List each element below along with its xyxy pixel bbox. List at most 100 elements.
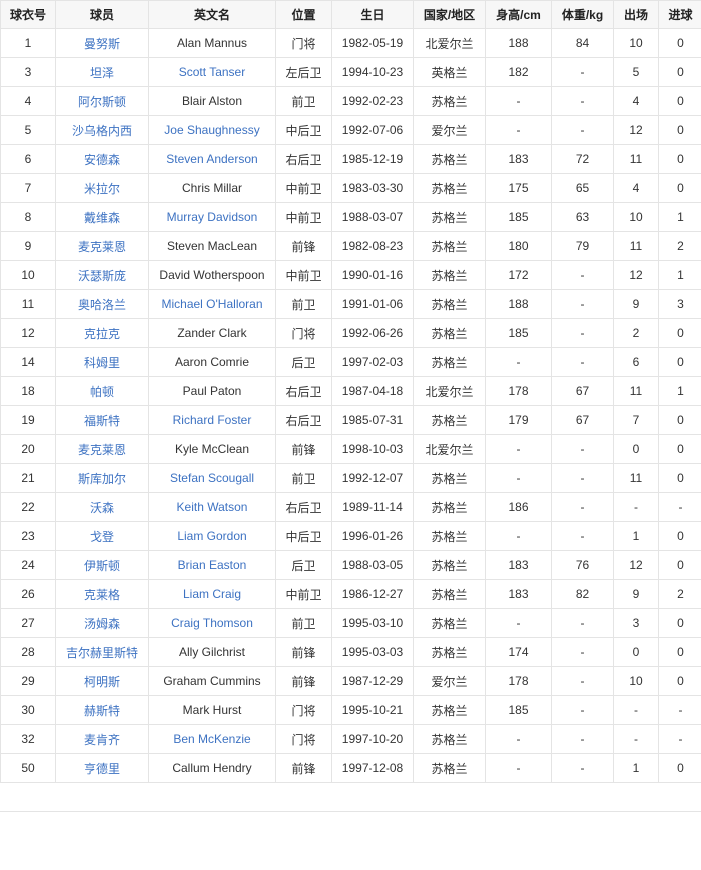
cell-english-name[interactable]: Scott Tanser xyxy=(148,57,276,87)
cell-player[interactable]: 戴维森 xyxy=(55,202,149,232)
cell-player[interactable]: 麦克莱恩 xyxy=(55,231,149,261)
cell-english-name[interactable]: Ben McKenzie xyxy=(148,724,276,754)
cell-weight: - xyxy=(551,724,614,754)
cell-height: 182 xyxy=(485,57,552,87)
cell-goals: 0 xyxy=(658,463,701,493)
cell-birthday: 1994-10-23 xyxy=(331,57,414,87)
cell-country: 苏格兰 xyxy=(413,347,486,377)
cell-player[interactable]: 帕顿 xyxy=(55,376,149,406)
cell-position: 中前卫 xyxy=(275,202,332,232)
cell-weight: - xyxy=(551,289,614,319)
cell-english-name[interactable]: Keith Watson xyxy=(148,492,276,522)
cell-appearances: 11 xyxy=(613,376,659,406)
cell-number: 20 xyxy=(0,434,56,464)
table-row: 26 克莱格 Liam Craig 中前卫 1986-12-27 苏格兰 183 82 9 2 xyxy=(0,579,701,609)
cell-english-name[interactable]: Steven Anderson xyxy=(148,144,276,174)
cell-number: 7 xyxy=(0,173,56,203)
table-row: 9 麦克莱恩 Steven MacLean 前锋 1982-08-23 苏格兰 180 79 1… xyxy=(0,231,701,261)
cell-player[interactable]: 克莱格 xyxy=(55,579,149,609)
cell-english-name[interactable]: Brian Easton xyxy=(148,550,276,580)
column-header-birthday: 生日 xyxy=(331,0,414,29)
cell-country: 苏格兰 xyxy=(413,144,486,174)
cell-birthday: 1997-10-20 xyxy=(331,724,414,754)
squad-table: 球衣号 球员 英文名 位置 生日 国家/地区 身高/cm 体重/kg 出场 进球 1 曼努斯 Alan… xyxy=(0,0,701,783)
cell-goals: 1 xyxy=(658,376,701,406)
cell-player[interactable]: 沃森 xyxy=(55,492,149,522)
cell-player[interactable]: 科姆里 xyxy=(55,347,149,377)
cell-player[interactable]: 赫斯特 xyxy=(55,695,149,725)
cell-appearances: 9 xyxy=(613,579,659,609)
cell-country: 苏格兰 xyxy=(413,550,486,580)
cell-number: 4 xyxy=(0,86,56,116)
cell-birthday: 1997-12-08 xyxy=(331,753,414,783)
cell-country: 苏格兰 xyxy=(413,231,486,261)
cell-goals: - xyxy=(658,695,701,725)
cell-english-name[interactable]: Stefan Scougall xyxy=(148,463,276,493)
cell-player[interactable]: 奥哈洛兰 xyxy=(55,289,149,319)
cell-position: 右后卫 xyxy=(275,405,332,435)
cell-goals: 0 xyxy=(658,405,701,435)
cell-english-name[interactable]: Richard Foster xyxy=(148,405,276,435)
cell-player[interactable]: 沙乌格内西 xyxy=(55,115,149,145)
cell-player[interactable]: 克拉克 xyxy=(55,318,149,348)
cell-weight: 63 xyxy=(551,202,614,232)
cell-country: 苏格兰 xyxy=(413,173,486,203)
cell-height: - xyxy=(485,86,552,116)
cell-height: - xyxy=(485,724,552,754)
cell-height: 188 xyxy=(485,289,552,319)
cell-english-name: Blair Alston xyxy=(148,86,276,116)
cell-english-name[interactable]: Craig Thomson xyxy=(148,608,276,638)
cell-height: 186 xyxy=(485,492,552,522)
cell-player[interactable]: 汤姆森 xyxy=(55,608,149,638)
cell-birthday: 1985-12-19 xyxy=(331,144,414,174)
cell-player[interactable]: 麦肯齐 xyxy=(55,724,149,754)
cell-english-name[interactable]: Murray Davidson xyxy=(148,202,276,232)
cell-weight: 84 xyxy=(551,28,614,58)
cell-position: 门将 xyxy=(275,695,332,725)
cell-player[interactable]: 阿尔斯顿 xyxy=(55,86,149,116)
cell-player[interactable]: 安德森 xyxy=(55,144,149,174)
cell-position: 左后卫 xyxy=(275,57,332,87)
cell-english-name[interactable]: Liam Gordon xyxy=(148,521,276,551)
cell-player[interactable]: 柯明斯 xyxy=(55,666,149,696)
cell-english-name[interactable]: Liam Craig xyxy=(148,579,276,609)
cell-player[interactable]: 福斯特 xyxy=(55,405,149,435)
cell-player[interactable]: 戈登 xyxy=(55,521,149,551)
cell-weight: - xyxy=(551,115,614,145)
cell-player[interactable]: 曼努斯 xyxy=(55,28,149,58)
cell-number: 5 xyxy=(0,115,56,145)
cell-player[interactable]: 伊斯顿 xyxy=(55,550,149,580)
cell-number: 9 xyxy=(0,231,56,261)
cell-position: 门将 xyxy=(275,318,332,348)
cell-english-name: David Wotherspoon xyxy=(148,260,276,290)
cell-english-name: Paul Paton xyxy=(148,376,276,406)
cell-birthday: 1989-11-14 xyxy=(331,492,414,522)
cell-player[interactable]: 坦泽 xyxy=(55,57,149,87)
cell-height: 172 xyxy=(485,260,552,290)
cell-player[interactable]: 麦克莱恩 xyxy=(55,434,149,464)
cell-birthday: 1985-07-31 xyxy=(331,405,414,435)
column-header-goals: 进球 xyxy=(658,0,701,29)
cell-appearances: 2 xyxy=(613,318,659,348)
table-row: 7 米拉尔 Chris Millar 中前卫 1983-03-30 苏格兰 175 65 4 0 xyxy=(0,173,701,203)
table-row: 29 柯明斯 Graham Cummins 前锋 1987-12-29 爱尔兰 178-10… xyxy=(0,666,701,696)
table-row: 3 坦泽 Scott Tanser 左后卫 1994-10-23 英格兰 182-5 0 xyxy=(0,57,701,87)
cell-player[interactable]: 米拉尔 xyxy=(55,173,149,203)
cell-position: 前锋 xyxy=(275,637,332,667)
cell-player[interactable]: 斯库加尔 xyxy=(55,463,149,493)
cell-english-name[interactable]: Joe Shaughnessy xyxy=(148,115,276,145)
cell-position: 前锋 xyxy=(275,231,332,261)
cell-goals: 0 xyxy=(658,57,701,87)
cell-number: 1 xyxy=(0,28,56,58)
cell-height: 174 xyxy=(485,637,552,667)
cell-position: 前锋 xyxy=(275,753,332,783)
cell-number: 27 xyxy=(0,608,56,638)
cell-player[interactable]: 亨德里 xyxy=(55,753,149,783)
cell-player[interactable]: 吉尔赫里斯特 xyxy=(55,637,149,667)
cell-english-name: Aaron Comrie xyxy=(148,347,276,377)
cell-english-name[interactable]: Michael O'Halloran xyxy=(148,289,276,319)
table-row: 22 沃森 Keith Watson 右后卫 1989-11-14 苏格兰 186- - - xyxy=(0,492,701,522)
cell-position: 前锋 xyxy=(275,666,332,696)
cell-player[interactable]: 沃瑟斯庞 xyxy=(55,260,149,290)
column-header-weight: 体重/kg xyxy=(551,0,614,29)
